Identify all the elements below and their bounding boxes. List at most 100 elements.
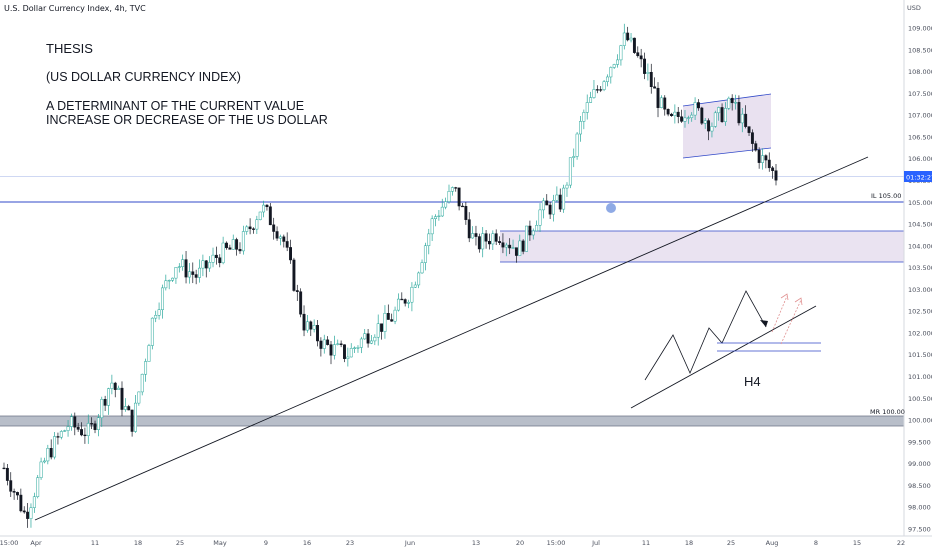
candle-body	[632, 37, 636, 53]
candle-body	[622, 32, 626, 46]
price-axis[interactable]: USD 109.000108.500108.000107.500107.0001…	[870, 0, 932, 536]
candle-body	[467, 219, 471, 239]
candle-body	[373, 336, 377, 342]
candle-body	[332, 344, 336, 356]
time-tick-label: 15:00	[0, 539, 18, 547]
candle-body	[562, 187, 566, 210]
candle-body	[326, 339, 330, 345]
candle-body	[703, 120, 707, 124]
candle-body	[764, 155, 768, 161]
time-tick-label: 8	[814, 539, 818, 547]
last-price-label: 01:32:27	[906, 174, 932, 182]
time-tick-label: 25	[176, 539, 184, 547]
demand-zone[interactable]	[500, 231, 904, 262]
candle-body	[744, 113, 748, 127]
candle-body	[481, 233, 485, 250]
schematic-arrowhead-red-2	[794, 297, 803, 306]
candle-body	[535, 225, 539, 232]
candle-body	[120, 387, 124, 410]
candle-body	[76, 426, 80, 430]
price-tick-label: 100.000	[908, 417, 932, 425]
candle-body	[616, 59, 620, 65]
candle-body	[241, 231, 245, 252]
price-tick-label: 104.000	[908, 242, 932, 250]
candle-body	[140, 373, 144, 393]
candle-body	[400, 298, 404, 301]
price-tick-label: 100.500	[908, 395, 932, 403]
candle-body	[666, 108, 670, 115]
candle-body	[626, 32, 630, 41]
price-tick-label: 98.000	[908, 504, 931, 512]
candle-body	[150, 317, 154, 346]
candle-body	[174, 267, 178, 279]
candle-body	[83, 434, 87, 437]
candle-body	[349, 348, 353, 358]
candle-body	[319, 340, 323, 349]
candle-body	[5, 467, 9, 481]
time-tick-label: 25	[727, 539, 735, 547]
candle-body	[413, 284, 417, 288]
time-ticks: 15:00 Apr 11 18 25 May 9 16 23 Jun 13 20 15:00 Jul 11 1…	[0, 539, 905, 547]
candle-body	[393, 309, 397, 322]
candle-body	[46, 448, 50, 462]
candle-body	[194, 274, 198, 278]
candle-body	[353, 347, 357, 349]
candle-body	[646, 71, 650, 74]
candle-body	[403, 299, 407, 304]
price-tick-label: 103.000	[908, 286, 932, 294]
candle-body	[525, 225, 528, 252]
candle-body	[538, 209, 542, 226]
candle-body	[73, 416, 77, 428]
candle-body	[90, 423, 94, 425]
candle-body	[629, 37, 633, 41]
candle-body	[579, 121, 582, 135]
schematic-arrowhead	[760, 320, 768, 327]
candle-body	[585, 102, 589, 113]
candle-body	[693, 102, 697, 116]
candle-body	[19, 494, 23, 512]
candle-body	[609, 67, 613, 78]
candle-body	[56, 436, 60, 438]
candle-body	[218, 257, 222, 264]
candle-body	[36, 477, 40, 497]
candle-body	[329, 344, 333, 356]
candle-body	[336, 343, 340, 345]
candle-body	[558, 194, 562, 210]
candle-body	[450, 187, 454, 192]
price-ticks: 109.000 108.500 108.000 107.500 107.000 106.5…	[908, 25, 932, 534]
ascending-trendline[interactable]	[34, 156, 869, 521]
candle-body	[147, 345, 151, 362]
candle-body	[747, 126, 751, 133]
time-axis[interactable]: 15:00 Apr 11 18 25 May 9 16 23 Jun 13 20 15:00 Jul 11 1…	[0, 535, 932, 547]
candle-body	[612, 64, 616, 68]
candle-body	[592, 89, 596, 98]
price-axis-currency: USD	[907, 4, 921, 12]
candle-body	[134, 402, 137, 432]
schematic-arrow-red-2	[780, 299, 802, 345]
annotation-thesis: THESIS	[46, 41, 93, 56]
schematic-zigzag	[644, 290, 767, 381]
mr-100-band[interactable]	[0, 416, 904, 426]
candle-body	[39, 461, 43, 478]
candle-body	[59, 431, 63, 438]
candle-body	[498, 241, 502, 243]
candle-body	[548, 204, 552, 215]
candle-body	[491, 233, 495, 245]
candle-body	[386, 313, 390, 320]
candle-body	[113, 382, 117, 390]
candle-body	[410, 286, 414, 303]
candles[interactable]	[2, 23, 778, 528]
candle-body	[69, 416, 73, 427]
candle-body	[528, 225, 532, 236]
candle-body	[265, 204, 269, 208]
time-tick-label: 16	[303, 539, 311, 547]
candle-body	[93, 423, 97, 430]
price-tick-label: 104.500	[908, 221, 932, 229]
candle-body	[518, 240, 522, 256]
il-105-label: IL 105.00	[871, 192, 901, 200]
candle-body	[605, 76, 609, 82]
bull-flag-channel[interactable]	[683, 94, 771, 158]
candle-body	[171, 277, 175, 281]
time-tick-label: 20	[516, 539, 524, 547]
